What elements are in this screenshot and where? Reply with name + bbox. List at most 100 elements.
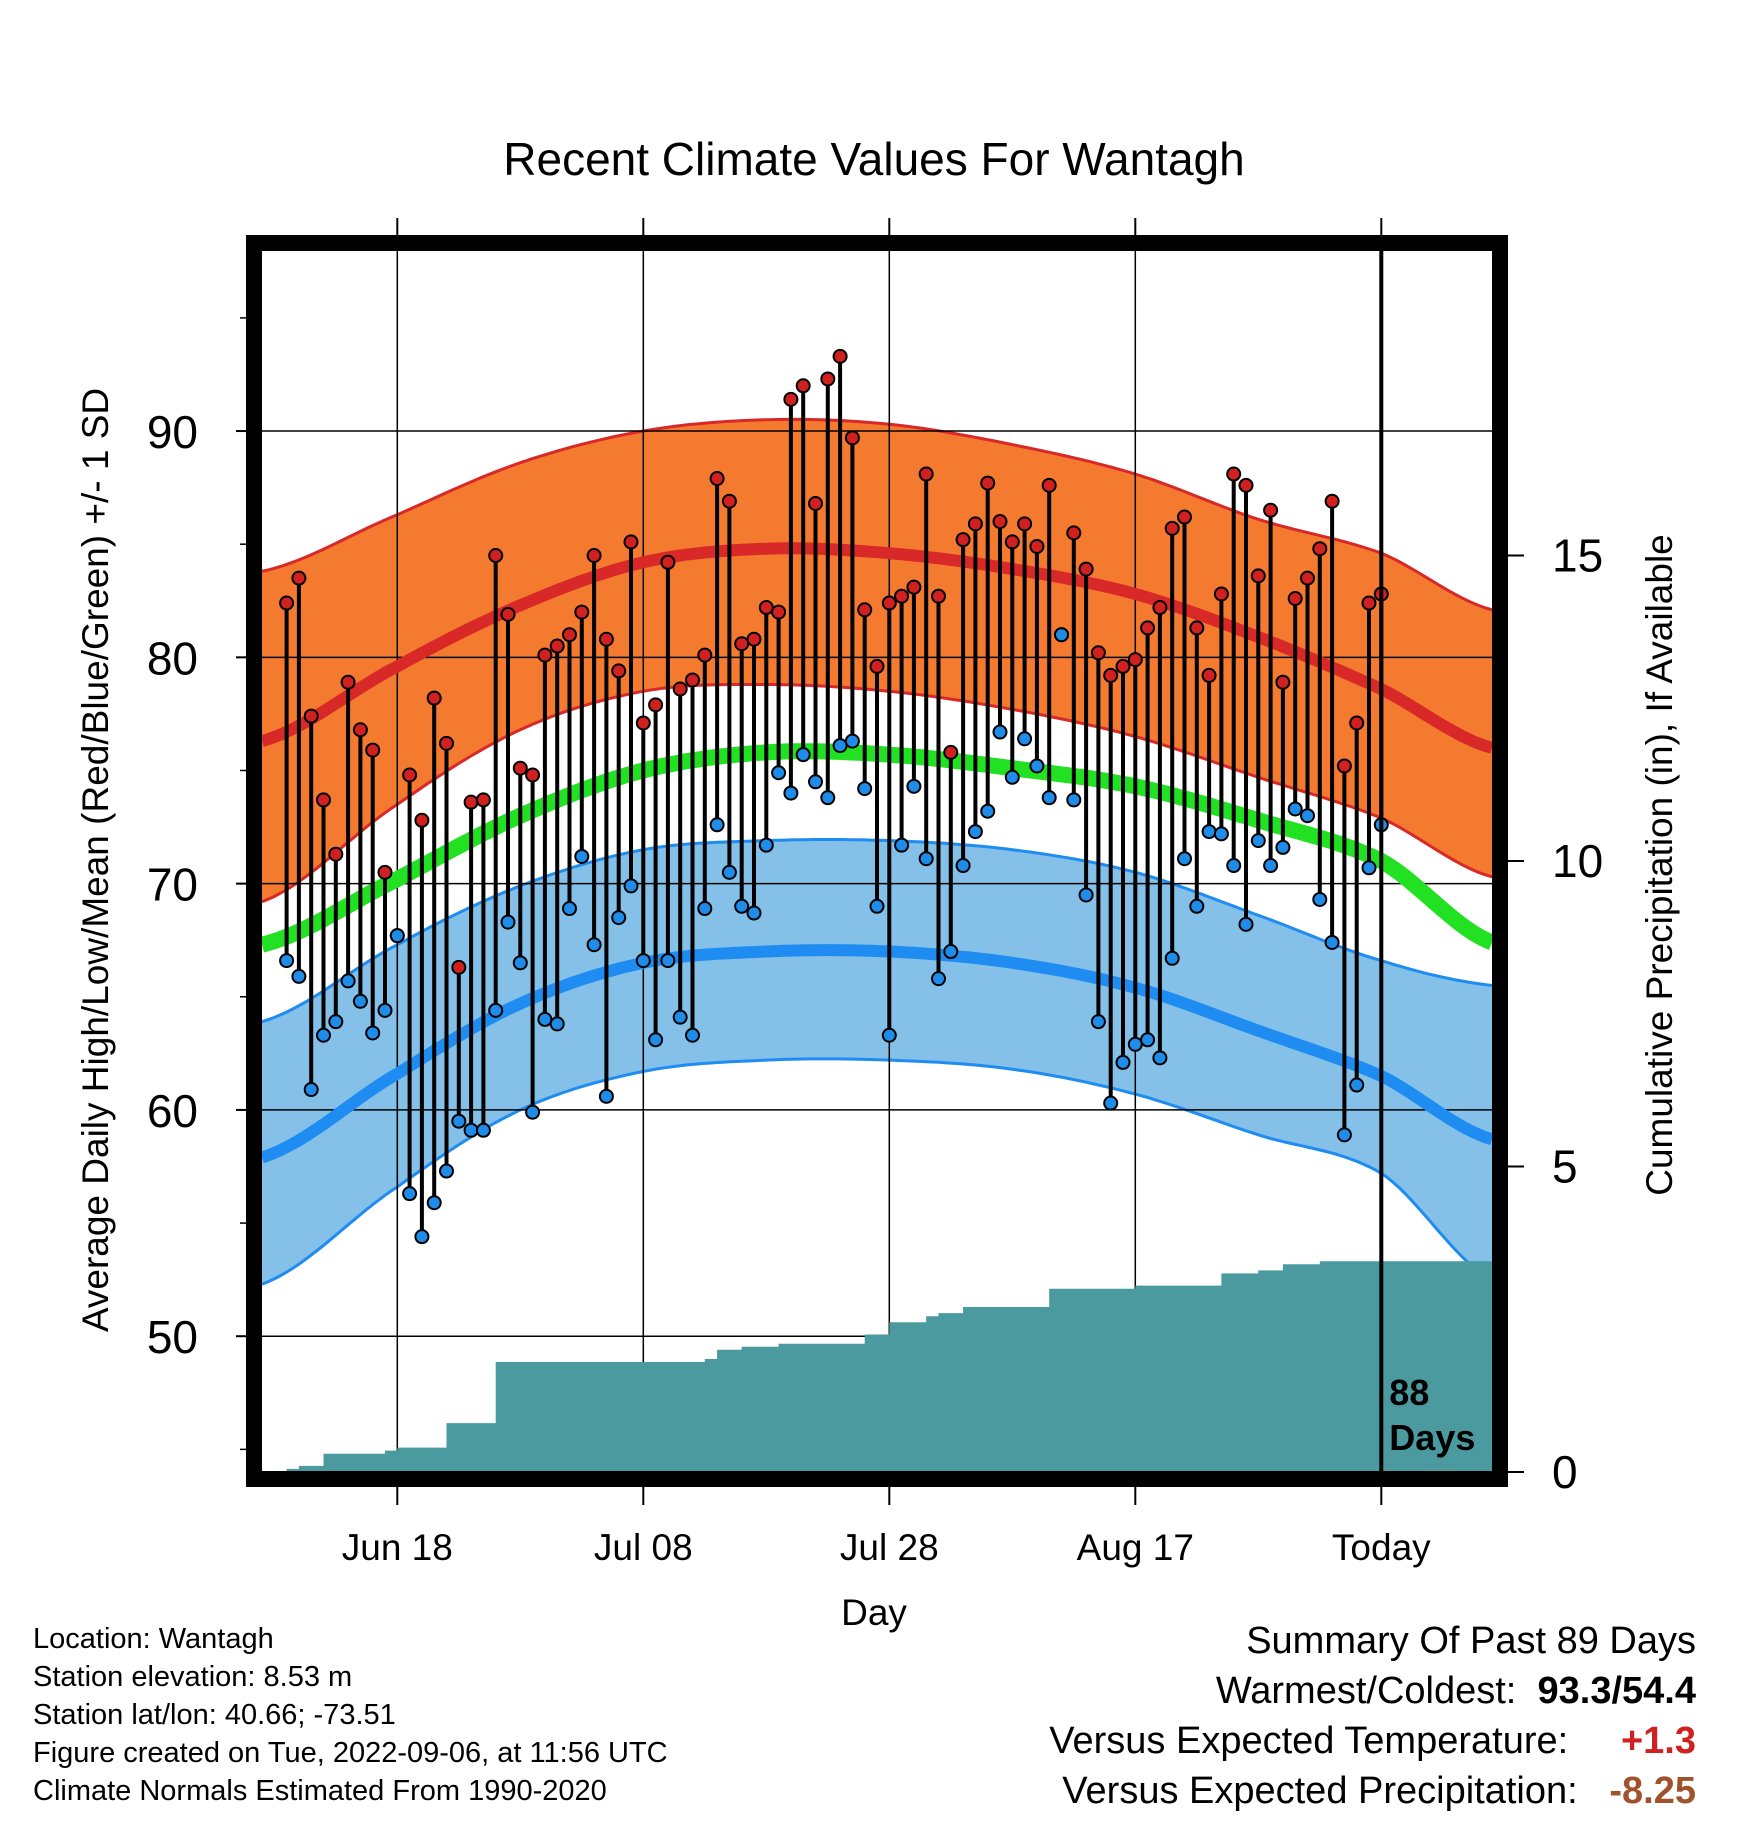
daily-low-point [931, 971, 946, 987]
daily-high-point [685, 672, 700, 688]
daily-low-point [623, 878, 639, 894]
daily-low-point [463, 1122, 479, 1138]
daily-low-point [734, 898, 750, 914]
daily-low-point [611, 910, 627, 926]
daily-low-point [832, 738, 848, 754]
daily-high-point [1312, 541, 1328, 557]
daily-low-point [660, 953, 676, 969]
daily-high-point [512, 760, 528, 776]
daily-low-point [525, 1104, 541, 1120]
daily-low-point [1349, 1077, 1365, 1093]
daily-low-point [414, 1229, 430, 1245]
temp-label: Versus Expected Temperature: [1049, 1720, 1569, 1762]
daily-low-point [1263, 858, 1279, 874]
daily-high-point [279, 595, 295, 611]
daily-low-point [992, 724, 1008, 740]
daily-low-point [869, 898, 885, 914]
daily-low-point [1336, 1127, 1352, 1143]
low-sd-band [262, 839, 1492, 1285]
daily-high-point [1066, 525, 1082, 541]
daily-low-point [377, 1002, 393, 1018]
daily-high-point [611, 663, 627, 679]
plot-area [262, 250, 1492, 1472]
daily-low-point [943, 944, 959, 960]
daily-low-point [1189, 898, 1205, 914]
daily-low-point [709, 817, 725, 833]
daily-high-point [1226, 466, 1242, 482]
daily-low-point [1140, 1032, 1156, 1048]
daily-high-point [316, 792, 331, 808]
daily-low-point [1041, 790, 1057, 806]
daily-observations [279, 348, 1389, 1245]
x-tick-label: Jun 18 [342, 1527, 453, 1568]
location-text: Location: Wantagh [33, 1623, 274, 1655]
warmest-value: 93.3 [1537, 1670, 1612, 1712]
y-tick-label: 70 [147, 859, 198, 911]
daily-high-point [623, 534, 639, 550]
daily-high-point [709, 471, 725, 487]
daily-high-point [1140, 620, 1156, 636]
daily-high-point [1275, 674, 1291, 690]
daily-low-point [771, 765, 787, 781]
high-sd-band-upper-edge [262, 417, 1492, 612]
daily-high-point [894, 588, 910, 604]
y-tick-label: 90 [147, 406, 198, 458]
daily-high-point [426, 690, 442, 706]
daily-high-point [660, 554, 676, 570]
daily-low-point [451, 1113, 467, 1129]
daily-low-point [1029, 758, 1045, 774]
daily-high-point [955, 532, 971, 548]
daily-high-point [377, 864, 393, 880]
daily-low-point [352, 993, 368, 1009]
daily-high-point [291, 570, 307, 586]
daily-low-point [820, 790, 836, 806]
daily-low-point [512, 955, 528, 971]
daily-high-point [1115, 658, 1131, 674]
daily-high-point [721, 493, 737, 509]
daily-low-point [402, 1186, 418, 1202]
daily-low-point [1226, 858, 1242, 874]
x-tick-label: Jul 08 [594, 1527, 693, 1568]
daily-low-point [1004, 769, 1020, 785]
daily-high-point [1004, 534, 1020, 550]
y-tick-label: 50 [147, 1311, 198, 1363]
daily-low-point [426, 1195, 442, 1211]
elevation-text: Station elevation: 8.53 m [33, 1661, 353, 1693]
daily-high-point [648, 697, 664, 713]
precipitation-area [274, 1261, 1492, 1472]
daily-high-point [1361, 595, 1377, 611]
daily-low-point [475, 1122, 491, 1138]
daily-high-point [808, 495, 823, 511]
summary-precipitation: Versus Expected Precipitation: -8.25 [1062, 1770, 1696, 1813]
daily-low-point [488, 1002, 504, 1018]
y2-tick-label: 15 [1552, 530, 1603, 582]
daily-high-point [1287, 590, 1303, 606]
station-info: Location: Wantagh Station elevation: 8.5… [33, 1620, 668, 1810]
latlon-text: Station lat/lon: 40.66; -73.51 [33, 1699, 396, 1731]
daily-low-point [1090, 1014, 1106, 1030]
daily-high-point [844, 430, 860, 446]
daily-high-point [549, 638, 565, 654]
daily-high-point [1300, 570, 1315, 586]
daily-low-point [1078, 887, 1094, 903]
daily-high-point [1090, 645, 1106, 661]
daily-high-point [1263, 502, 1279, 518]
daily-low-point [894, 837, 910, 853]
daily-high-point [795, 378, 811, 394]
y-tick-label: 60 [147, 1085, 198, 1137]
daily-high-point [488, 548, 504, 563]
daily-high-point [1349, 715, 1365, 731]
daily-low-point [955, 858, 971, 874]
daily-high-point [771, 604, 787, 620]
low-sd-band-lower-edge [262, 1057, 1492, 1286]
daily-high-point [414, 812, 430, 828]
daily-low-point [1238, 916, 1254, 932]
summary-heading: Summary Of Past 89 Days [1246, 1620, 1696, 1662]
precip-value: -8.25 [1609, 1770, 1696, 1812]
y-axis-label: Average Daily High/Low/Mean (Red/Blue/Gr… [75, 388, 116, 1332]
daily-high-point [525, 767, 541, 783]
daily-high-point [980, 475, 996, 491]
daily-low-point [1054, 627, 1069, 643]
summary-warm-cold: Warmest/Coldest: 93.3/54.4 [1216, 1670, 1696, 1713]
daily-low-point [672, 1009, 688, 1025]
